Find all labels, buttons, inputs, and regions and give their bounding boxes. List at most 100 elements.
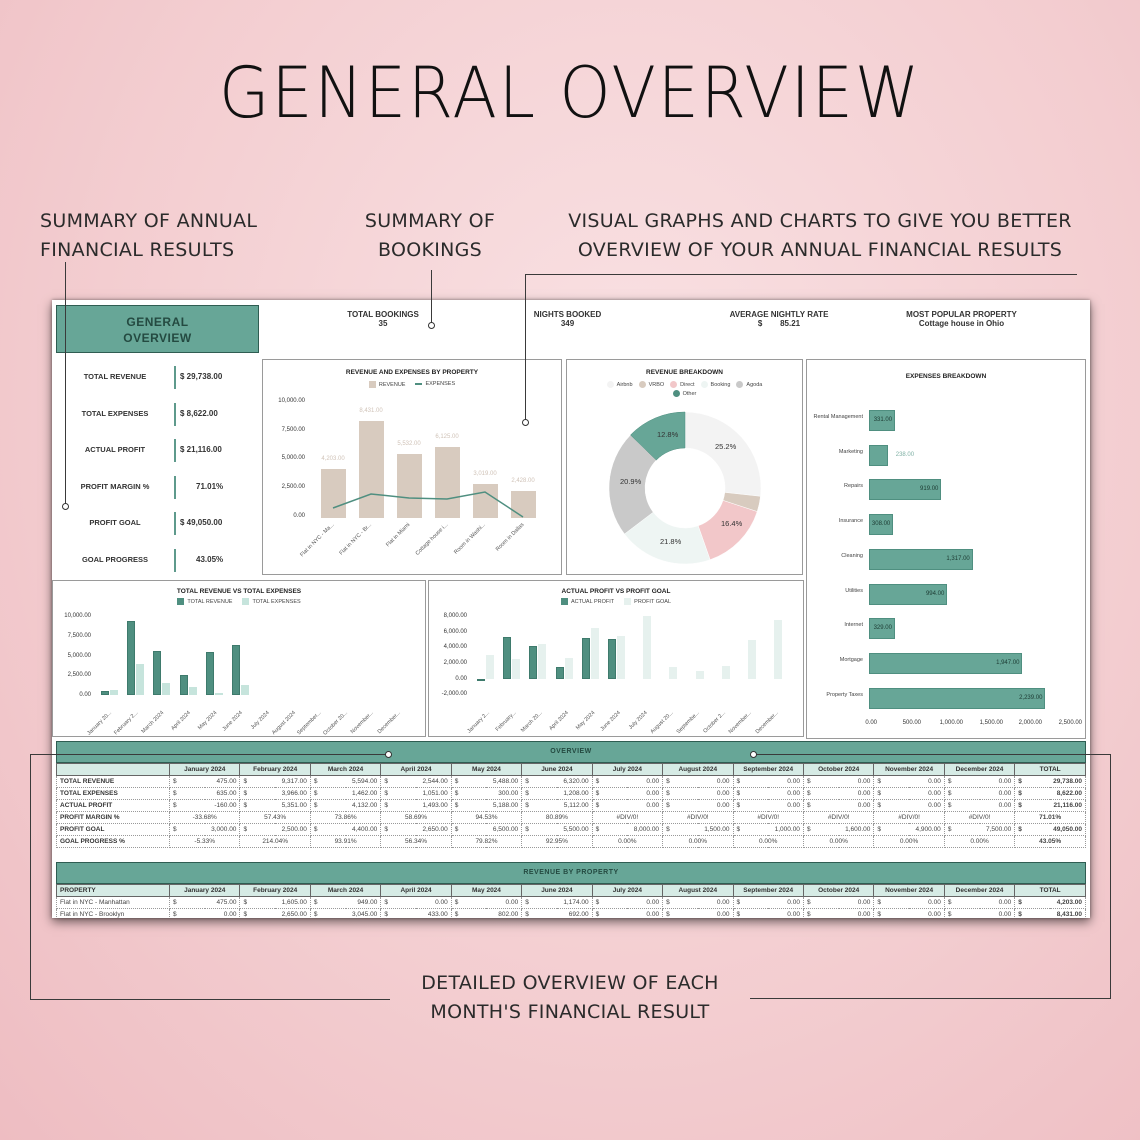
cell-value[interactable]: 6,320.00 — [556, 775, 593, 788]
cell-value[interactable]: 3,000.00 — [204, 823, 241, 836]
cell-value[interactable]: 0.00 — [768, 908, 804, 918]
cell-value[interactable]: 0.00 — [627, 775, 664, 788]
cell-value[interactable]: 0.00 — [416, 896, 452, 909]
cell-value[interactable]: 0.00 — [697, 896, 734, 909]
cell-value[interactable]: 0.00 — [838, 787, 875, 800]
cell-value[interactable]: -160.00 — [204, 799, 241, 812]
cell-value[interactable]: 0.00 — [979, 775, 1016, 788]
cell-value[interactable]: 692.00 — [556, 908, 593, 918]
cell-value[interactable]: #DIV/0! — [732, 811, 804, 824]
cell-value[interactable]: 1,000.00 — [768, 823, 804, 836]
cell-value[interactable]: 0.00 — [627, 787, 664, 800]
cell-value[interactable]: 0.00 — [768, 896, 804, 909]
cell-value[interactable]: #DIV/0! — [802, 811, 875, 824]
cell-value[interactable]: 0.00 — [909, 908, 945, 918]
cell-value[interactable]: 475.00 — [204, 896, 241, 909]
cell-value[interactable]: 0.00 — [979, 896, 1016, 909]
cell-value[interactable]: 6,500.00 — [486, 823, 523, 836]
cell-value[interactable]: 0.00 — [486, 896, 523, 909]
cell-value[interactable]: 5,488.00 — [486, 775, 523, 788]
cell-value[interactable]: 802.00 — [486, 908, 523, 918]
cell-value[interactable]: 0.00 — [838, 775, 875, 788]
cell-value[interactable]: 1,174.00 — [556, 896, 593, 909]
cell-value[interactable]: 0.00 — [979, 787, 1016, 800]
cell-value[interactable]: 0.00% — [591, 835, 664, 848]
cell-value[interactable]: 4,400.00 — [345, 823, 382, 836]
cell-value[interactable]: 92.95% — [521, 835, 593, 848]
cell-value[interactable]: 21,116.00 — [1049, 799, 1086, 812]
cell-value[interactable]: 1,493.00 — [416, 799, 452, 812]
cell-value[interactable]: 0.00 — [697, 787, 734, 800]
cell-value[interactable]: 2,650.00 — [416, 823, 452, 836]
cell-value[interactable]: 5,351.00 — [275, 799, 311, 812]
cell-value[interactable]: 0.00 — [979, 799, 1016, 812]
cell-value[interactable]: 56.34% — [380, 835, 452, 848]
cell-value[interactable]: 5,188.00 — [486, 799, 523, 812]
cell-value[interactable]: 0.00 — [627, 896, 664, 909]
cell-value[interactable]: 93.91% — [309, 835, 382, 848]
cell-value[interactable]: 949.00 — [345, 896, 382, 909]
cell-value[interactable]: 433.00 — [416, 908, 452, 918]
cell-value[interactable]: 5,500.00 — [556, 823, 593, 836]
cell-value[interactable]: 0.00 — [627, 799, 664, 812]
cell-value[interactable]: 0.00 — [627, 908, 664, 918]
cell-value[interactable]: 57.43% — [239, 811, 311, 824]
cell-value[interactable]: 1,500.00 — [697, 823, 734, 836]
cell-value[interactable]: 214.04% — [239, 835, 311, 848]
cell-value[interactable]: 0.00 — [838, 799, 875, 812]
cell-value[interactable]: 0.00 — [909, 799, 945, 812]
cell-value[interactable]: 0.00 — [768, 799, 804, 812]
cell-value[interactable]: 8,431.00 — [1049, 908, 1086, 918]
cell-value[interactable]: 2,650.00 — [275, 908, 311, 918]
cell-value[interactable]: 0.00% — [943, 835, 1016, 848]
cell-value[interactable]: 0.00 — [909, 775, 945, 788]
cell-value[interactable]: 4,203.00 — [1049, 896, 1086, 909]
cell-value[interactable]: 0.00 — [204, 908, 241, 918]
cell-value[interactable]: 9,317.00 — [275, 775, 311, 788]
cell-value[interactable]: 3,966.00 — [275, 787, 311, 800]
cell-value[interactable]: 58.69% — [380, 811, 452, 824]
cell-value[interactable]: 0.00% — [732, 835, 804, 848]
cell-value[interactable]: 0.00 — [697, 908, 734, 918]
cell-value[interactable]: #DIV/0! — [873, 811, 945, 824]
cell-value[interactable]: -33.68% — [168, 811, 241, 824]
cell-value[interactable]: 475.00 — [204, 775, 241, 788]
cell-value[interactable]: 1,462.00 — [345, 787, 382, 800]
cell-value[interactable]: 0.00% — [662, 835, 734, 848]
cell-value[interactable]: 71.01% — [1014, 811, 1086, 824]
cell-value[interactable]: 79.82% — [450, 835, 523, 848]
cell-value[interactable]: 5,112.00 — [556, 799, 593, 812]
cell-value[interactable]: 0.00 — [838, 896, 875, 909]
cell-value[interactable]: 4,900.00 — [909, 823, 945, 836]
cell-value[interactable]: 0.00 — [697, 775, 734, 788]
cell-value[interactable]: #DIV/0! — [943, 811, 1016, 824]
cell-value[interactable]: 1,605.00 — [275, 896, 311, 909]
cell-value[interactable]: 0.00 — [768, 787, 804, 800]
cell-value[interactable]: 4,132.00 — [345, 799, 382, 812]
cell-value[interactable]: 1,051.00 — [416, 787, 452, 800]
cell-value[interactable]: -5.33% — [168, 835, 241, 848]
cell-value[interactable]: 0.00 — [838, 908, 875, 918]
cell-value[interactable]: 635.00 — [204, 787, 241, 800]
cell-value[interactable]: 0.00% — [802, 835, 875, 848]
cell-value[interactable]: 0.00 — [909, 896, 945, 909]
cell-value[interactable]: 1,208.00 — [556, 787, 593, 800]
cell-value[interactable]: 0.00 — [768, 775, 804, 788]
cell-value[interactable]: 49,050.00 — [1049, 823, 1086, 836]
cell-value[interactable]: 5,594.00 — [345, 775, 382, 788]
cell-value[interactable]: 300.00 — [486, 787, 523, 800]
cell-value[interactable]: 1,600.00 — [838, 823, 875, 836]
cell-value[interactable]: 0.00 — [909, 787, 945, 800]
cell-value[interactable]: 8,000.00 — [627, 823, 664, 836]
cell-value[interactable]: #DIV/0! — [591, 811, 664, 824]
cell-value[interactable]: 0.00 — [697, 799, 734, 812]
cell-value[interactable]: 7,500.00 — [979, 823, 1016, 836]
cell-value[interactable]: 2,544.00 — [416, 775, 452, 788]
cell-value[interactable]: 3,045.00 — [345, 908, 382, 918]
cell-value[interactable]: 8,622.00 — [1049, 787, 1086, 800]
cell-value[interactable]: 2,500.00 — [275, 823, 311, 836]
cell-value[interactable]: 0.00 — [979, 908, 1016, 918]
cell-value[interactable]: 29,738.00 — [1049, 775, 1086, 788]
cell-value[interactable]: 0.00% — [873, 835, 945, 848]
cell-value[interactable]: #DIV/0! — [662, 811, 734, 824]
